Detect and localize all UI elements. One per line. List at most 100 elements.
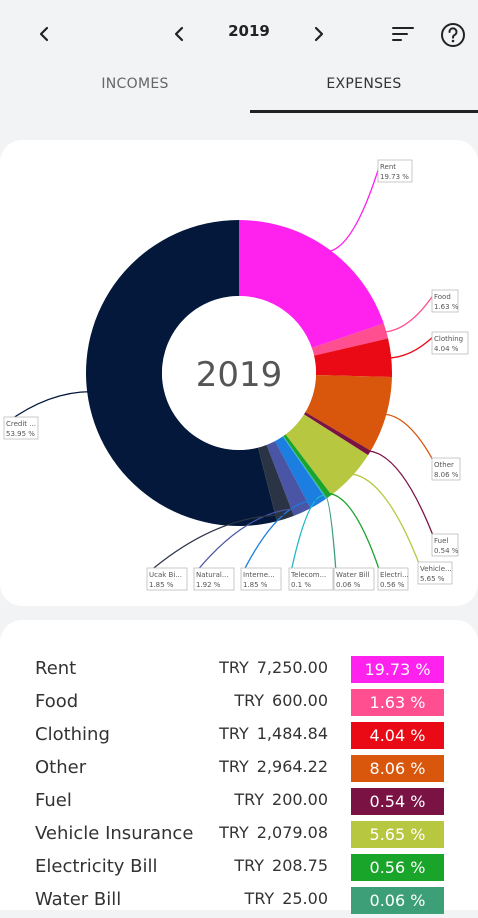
slice-label-pct: 0.1 % [291, 581, 311, 589]
row-category-name: Fuel [35, 790, 72, 811]
row-category-name: Food [35, 691, 79, 712]
slice-other[interactable] [305, 375, 392, 451]
slice-label-box [240, 567, 282, 591]
leader-line [366, 450, 435, 539]
leader-line [148, 514, 285, 573]
sort-icon[interactable] [388, 20, 418, 48]
slice-label-name: Ucak Bi... [149, 571, 182, 579]
slice-label-box [333, 567, 375, 591]
row-category-name: Electricity Bill [35, 856, 158, 877]
row-percent-badge: 5.65 % [351, 821, 444, 848]
table-row[interactable]: Fuel TRY 200.00 0.54 % [0, 786, 478, 819]
slice-label-box [431, 331, 469, 355]
table-row[interactable]: Electricity Bill TRY 208.75 0.56 % [0, 852, 478, 885]
row-percent-badge: 0.56 % [351, 854, 444, 881]
row-currency: TRY [219, 658, 249, 677]
help-icon[interactable] [438, 20, 468, 50]
table-row[interactable]: Clothing TRY 1,484.84 4.04 % [0, 720, 478, 753]
table-row[interactable]: Rent TRY 7,250.00 19.73 % [0, 654, 478, 687]
slice-food[interactable] [311, 323, 389, 356]
row-amount-value: 1,484.84 [256, 724, 328, 743]
row-amount-value: 7,250.00 [256, 658, 328, 677]
row-currency: TRY [219, 724, 249, 743]
leader-line [242, 499, 317, 573]
slice-internet[interactable] [275, 436, 326, 509]
slice-label-name: Fuel [434, 537, 448, 545]
slice-label-name: Natural... [196, 571, 229, 579]
slice-label-box [146, 567, 188, 591]
slice-ucak-bileti[interactable] [258, 444, 294, 522]
slice-fuel[interactable] [303, 412, 371, 456]
row-percent-badge: 1.63 % [351, 689, 444, 716]
slice-label-box [431, 457, 461, 481]
row-amount: TRY 1,484.84 [219, 724, 328, 743]
row-amount-value: 208.75 [272, 856, 328, 875]
slice-label-name: Water Bill [336, 571, 370, 579]
slice-label-pct: 5.65 % [420, 575, 445, 583]
back-icon[interactable] [30, 20, 58, 48]
slice-label-name: Food [434, 293, 451, 301]
slice-label-box [431, 533, 459, 557]
slice-label-pct: 1.92 % [196, 581, 221, 589]
table-row[interactable]: Other TRY 2,964.22 8.06 % [0, 753, 478, 786]
row-amount: TRY 2,079.08 [219, 823, 328, 842]
slice-label-box [288, 567, 334, 591]
slice-credit[interactable] [86, 220, 277, 526]
slice-label-pct: 1.85 % [243, 581, 268, 589]
row-category-name: Other [35, 757, 87, 778]
leader-line [326, 492, 381, 573]
slice-label-name: Electri... [380, 571, 409, 579]
slice-label-pct: 1.85 % [149, 581, 174, 589]
prev-year-icon[interactable] [165, 20, 193, 48]
next-year-icon[interactable] [305, 20, 333, 48]
row-percent-badge: 8.06 % [351, 755, 444, 782]
slice-label-box [417, 561, 453, 585]
slice-clothing[interactable] [314, 338, 393, 377]
donut-chart: Rent 19.73 % Food 1.63 % Clothing 4.04 % Other… [3, 159, 469, 591]
slice-vehicle-insurance[interactable] [285, 414, 369, 495]
slice-label-name: Clothing [434, 335, 463, 343]
row-currency: TRY [234, 691, 265, 710]
row-category-name: Vehicle Insurance [35, 823, 194, 844]
slice-label-name: Telecom... [290, 571, 326, 579]
slice-label-box [377, 159, 413, 183]
slice-label-pct: 53.95 % [6, 430, 35, 438]
slice-telecom[interactable] [282, 436, 327, 499]
top-bar: 2019 [0, 0, 478, 66]
slice-label-name: Interne... [243, 571, 275, 579]
slice-label-name: Credit ... [6, 420, 36, 428]
table-row[interactable]: Water Bill TRY 25.00 0.06 % [0, 885, 478, 918]
row-amount: TRY 2,964.22 [219, 757, 328, 776]
row-amount: TRY 25.00 [245, 889, 328, 908]
slice-label-name: Rent [380, 163, 396, 171]
slice-water-bill[interactable] [283, 435, 328, 499]
year-label: 2019 [228, 22, 270, 40]
tab-expenses[interactable]: EXPENSES [326, 76, 402, 92]
slice-natural-gas[interactable] [266, 441, 311, 516]
row-currency: TRY [219, 757, 249, 776]
row-amount-value: 25.00 [282, 889, 328, 908]
table-row[interactable]: Food TRY 600.00 1.63 % [0, 687, 478, 720]
leader-line [195, 507, 301, 573]
slice-label-box [377, 567, 409, 591]
expense-table: Rent TRY 7,250.00 19.73 % Food TRY 600.00 1.63 … [0, 620, 478, 914]
row-amount-value: 2,079.08 [256, 823, 328, 842]
slice-electricity-bill[interactable] [283, 434, 332, 499]
row-currency: TRY [234, 790, 265, 809]
table-row[interactable]: Vehicle Insurance TRY 2,079.08 5.65 % [0, 819, 478, 852]
row-category-name: Clothing [35, 724, 110, 745]
row-percent-badge: 19.73 % [351, 656, 444, 683]
row-currency: TRY [244, 889, 275, 908]
row-currency: TRY [219, 823, 249, 842]
row-percent-badge: 0.06 % [351, 887, 444, 914]
row-amount: TRY 200.00 [234, 790, 328, 809]
slice-rent[interactable] [239, 220, 384, 349]
row-category-name: Rent [35, 658, 77, 679]
leader-line [382, 413, 435, 463]
row-amount: TRY 600.00 [234, 691, 328, 710]
row-amount: TRY 7,250.00 [219, 658, 328, 677]
chart-center-label: 2019 [196, 355, 283, 395]
tab-incomes[interactable]: INCOMES [101, 76, 169, 92]
slice-label-box [193, 567, 235, 591]
row-amount-value: 600.00 [272, 691, 328, 710]
